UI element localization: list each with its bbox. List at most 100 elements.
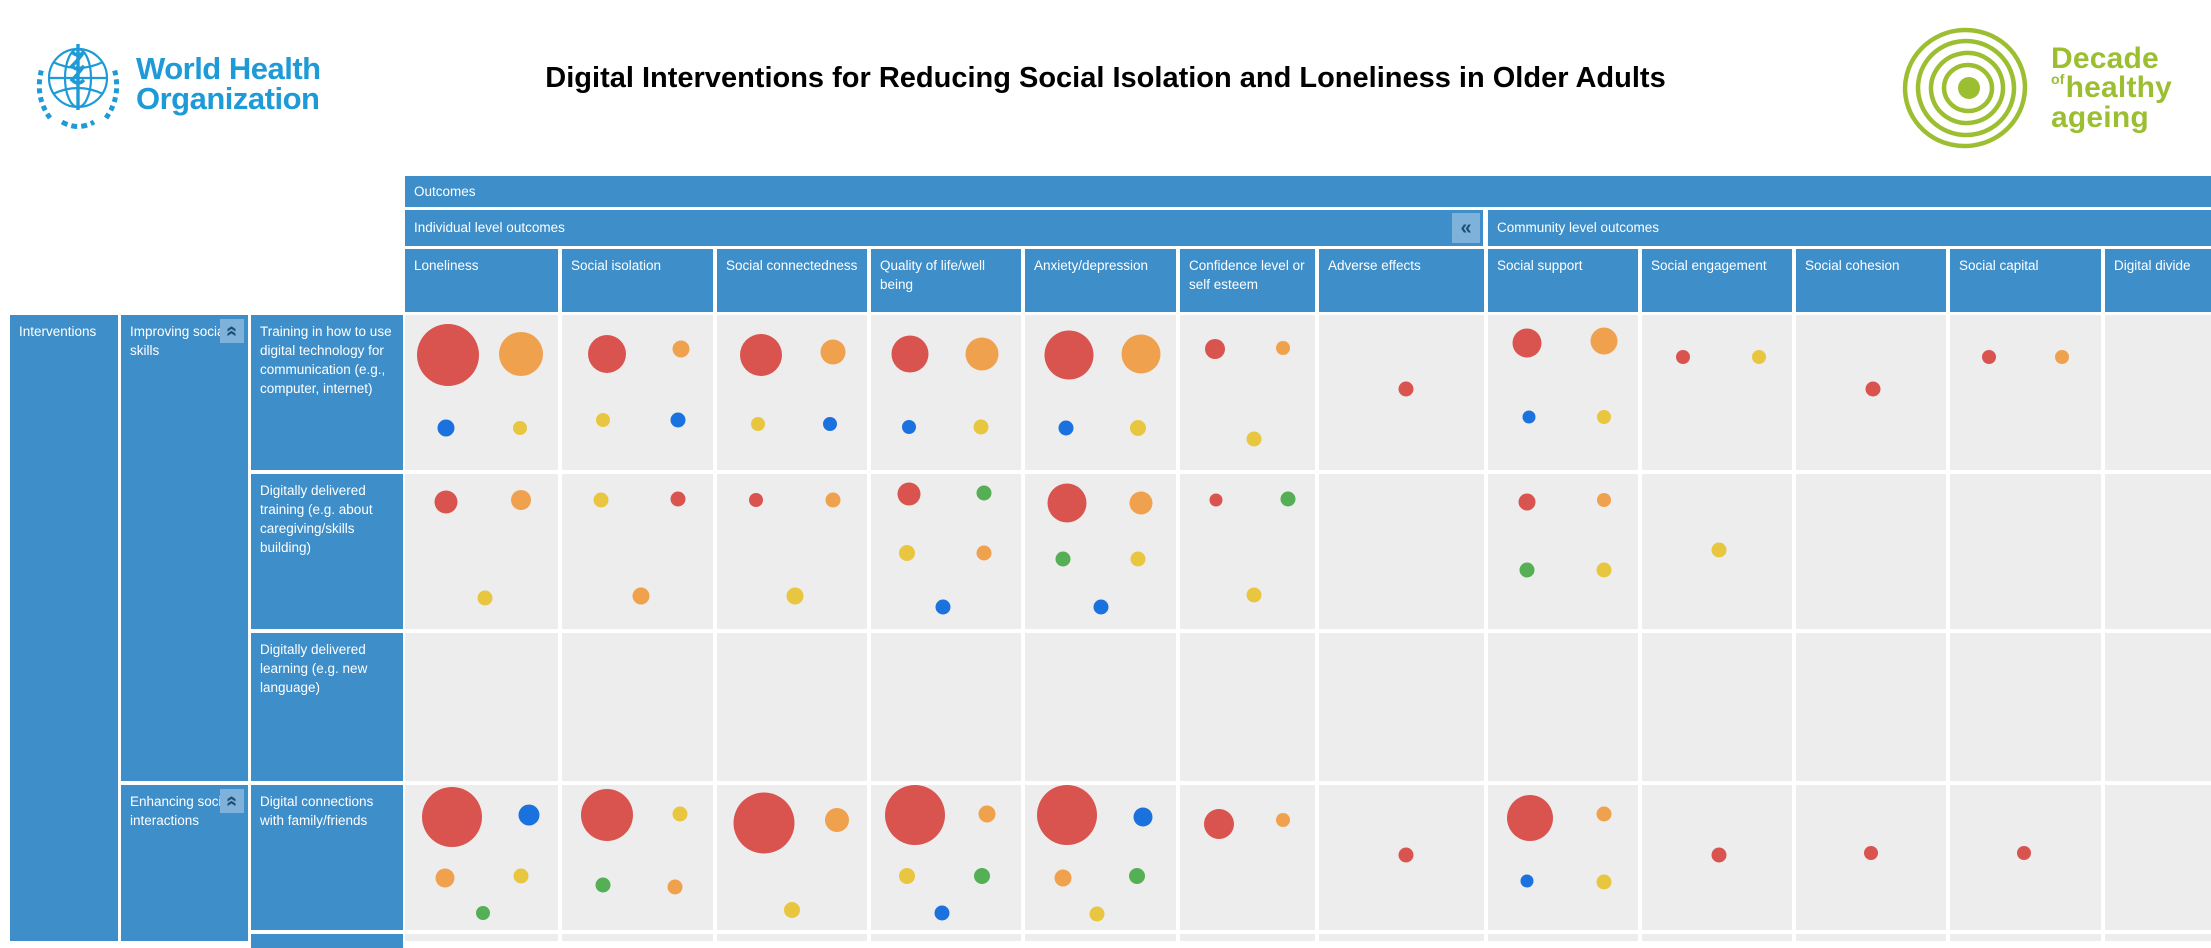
- bubble-orange[interactable]: [1054, 869, 1072, 887]
- bubble-red[interactable]: [422, 786, 483, 847]
- matrix-cell: [871, 474, 1021, 629]
- bubble-yellow[interactable]: [593, 492, 609, 508]
- matrix-cell: [1319, 934, 1484, 941]
- bubble-blue[interactable]: [1133, 807, 1153, 827]
- collapse-category-button[interactable]: «: [220, 319, 244, 343]
- bubble-orange[interactable]: [1596, 493, 1611, 508]
- bubble-orange[interactable]: [632, 587, 650, 605]
- bubble-yellow[interactable]: [899, 545, 915, 562]
- bubble-green[interactable]: [1128, 868, 1145, 885]
- bubble-yellow[interactable]: [595, 413, 610, 428]
- bubble-orange[interactable]: [820, 339, 845, 365]
- bubble-red[interactable]: [1518, 493, 1536, 511]
- bubble-red[interactable]: [1204, 809, 1235, 840]
- bubble-blue[interactable]: [1058, 420, 1074, 436]
- bubble-orange[interactable]: [1596, 806, 1611, 822]
- bubble-blue[interactable]: [901, 419, 916, 434]
- bubble-green[interactable]: [1280, 491, 1296, 507]
- bubble-red[interactable]: [1205, 339, 1226, 360]
- bubble-orange[interactable]: [1275, 340, 1290, 355]
- bubble-green[interactable]: [974, 868, 990, 885]
- bubble-yellow[interactable]: [1130, 551, 1146, 567]
- bubble-red[interactable]: [1864, 846, 1878, 861]
- bubble-red[interactable]: [1982, 349, 1997, 364]
- bubble-red[interactable]: [1398, 381, 1414, 397]
- bubble-orange[interactable]: [978, 805, 995, 823]
- bubble-red[interactable]: [749, 493, 763, 508]
- bubble-orange[interactable]: [965, 337, 999, 371]
- bubble-orange[interactable]: [511, 490, 532, 511]
- bubble-red[interactable]: [581, 789, 634, 842]
- bubble-yellow[interactable]: [1596, 874, 1611, 890]
- bubble-blue[interactable]: [1522, 410, 1535, 424]
- bubble-orange[interactable]: [667, 879, 683, 894]
- bubble-red[interactable]: [588, 334, 627, 373]
- bubble-green[interactable]: [595, 877, 611, 893]
- bubble-orange[interactable]: [976, 545, 991, 561]
- bubble-red[interactable]: [2016, 846, 2031, 861]
- bubble-green[interactable]: [476, 905, 491, 920]
- bubble-orange[interactable]: [2054, 349, 2069, 364]
- bubble-yellow[interactable]: [1089, 906, 1105, 922]
- bubble-red[interactable]: [739, 334, 782, 377]
- bubble-blue[interactable]: [1520, 874, 1534, 888]
- bubble-red[interactable]: [416, 324, 479, 387]
- bubble-red[interactable]: [733, 792, 794, 854]
- bubble-yellow[interactable]: [513, 868, 529, 884]
- bubble-yellow[interactable]: [512, 421, 527, 436]
- bubble-orange[interactable]: [1590, 327, 1617, 355]
- bubble-yellow[interactable]: [899, 868, 915, 885]
- bubble-yellow[interactable]: [1752, 349, 1766, 364]
- bubble-blue[interactable]: [934, 905, 949, 921]
- bubble-red[interactable]: [1675, 349, 1690, 364]
- bubble-red[interactable]: [884, 785, 945, 846]
- bubble-blue[interactable]: [822, 416, 837, 431]
- bubble-orange[interactable]: [825, 492, 840, 508]
- bubble-orange[interactable]: [1129, 491, 1153, 515]
- bubble-orange[interactable]: [1121, 334, 1161, 374]
- bubble-blue[interactable]: [1093, 599, 1108, 615]
- bubble-red[interactable]: [1507, 795, 1553, 842]
- bubble-red[interactable]: [1044, 330, 1094, 380]
- bubble-orange[interactable]: [435, 868, 455, 888]
- bubble-red[interactable]: [897, 482, 920, 506]
- collapse-category-button[interactable]: «: [220, 789, 244, 813]
- bubble-yellow[interactable]: [1246, 431, 1262, 447]
- bubble-yellow[interactable]: [1130, 420, 1147, 437]
- bubble-blue[interactable]: [518, 804, 540, 826]
- bubble-orange[interactable]: [499, 331, 544, 376]
- matrix-cell: [1796, 633, 1946, 781]
- bubble-red[interactable]: [1398, 847, 1414, 863]
- bubble-yellow[interactable]: [477, 590, 493, 606]
- bubble-green[interactable]: [1055, 551, 1071, 567]
- bubble-yellow[interactable]: [1596, 410, 1611, 425]
- bubble-yellow[interactable]: [672, 806, 688, 822]
- bubble-yellow[interactable]: [973, 419, 988, 435]
- bubble-orange[interactable]: [1275, 812, 1290, 827]
- bubble-blue[interactable]: [670, 412, 686, 428]
- bubble-red[interactable]: [891, 335, 929, 373]
- bubble-red[interactable]: [1711, 847, 1726, 863]
- bubble-green[interactable]: [1519, 562, 1535, 578]
- bubble-blue[interactable]: [935, 599, 951, 615]
- bubble-red[interactable]: [1047, 483, 1087, 523]
- bubble-orange[interactable]: [825, 807, 849, 832]
- matrix-cell: [1950, 934, 2101, 941]
- bubble-yellow[interactable]: [1596, 562, 1611, 578]
- bubble-yellow[interactable]: [1246, 587, 1262, 603]
- bubble-green[interactable]: [976, 485, 991, 501]
- bubble-red[interactable]: [1037, 785, 1098, 846]
- bubble-red[interactable]: [670, 491, 686, 507]
- bubble-orange[interactable]: [672, 340, 690, 358]
- bubble-red[interactable]: [1512, 328, 1542, 358]
- bubble-yellow[interactable]: [784, 901, 800, 918]
- bubble-red[interactable]: [434, 490, 458, 514]
- bubble-yellow[interactable]: [1711, 542, 1726, 558]
- bubble-red[interactable]: [1865, 381, 1880, 397]
- bubble-yellow[interactable]: [750, 416, 765, 431]
- matrix-cell: [1180, 785, 1315, 930]
- bubble-blue[interactable]: [437, 419, 455, 437]
- collapse-individual-columns-button[interactable]: «: [1452, 213, 1480, 243]
- bubble-red[interactable]: [1209, 493, 1223, 507]
- bubble-yellow[interactable]: [786, 587, 804, 605]
